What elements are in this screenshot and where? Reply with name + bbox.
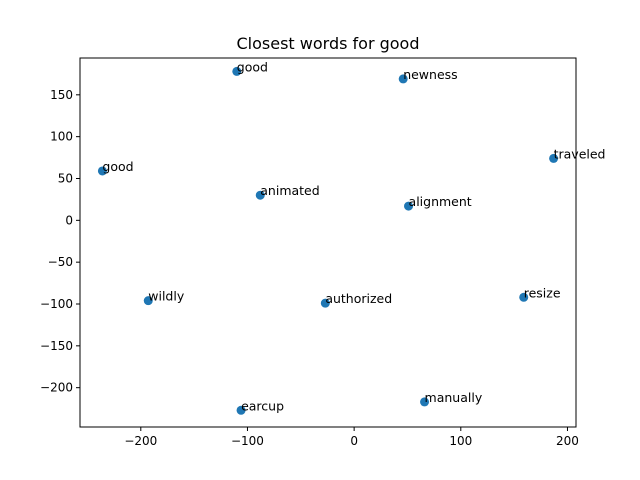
y-tick-label: −200	[40, 381, 73, 395]
scatter-point	[320, 298, 330, 308]
point-label: alignment	[409, 194, 472, 209]
scatter-point	[255, 190, 265, 200]
scatter-point	[236, 405, 246, 415]
scatter-point	[404, 201, 414, 211]
ticks-layer: −200 −100 0 100 200 −200 −150 −100 −50 0 50 100 150	[40, 88, 579, 448]
chart-title: Closest words for good	[236, 34, 419, 53]
y-tick-label: −150	[40, 339, 73, 353]
scatter-point	[232, 66, 242, 76]
y-tick-label: −100	[40, 297, 73, 311]
point-label: good	[102, 159, 133, 174]
x-tick-label: 100	[449, 434, 472, 448]
point-label: animated	[260, 183, 319, 198]
scatter-point	[97, 166, 107, 176]
y-tick-label: 50	[58, 171, 73, 185]
y-tick-label: 150	[50, 88, 73, 102]
y-tick-label: 0	[65, 213, 73, 227]
scatter-point	[398, 74, 408, 84]
scatter-point	[420, 397, 430, 407]
x-tick-label: 200	[556, 434, 579, 448]
scatter-point	[549, 153, 559, 163]
point-label: manually	[425, 390, 483, 405]
point-label: resize	[524, 285, 561, 300]
axes-frame	[79, 57, 577, 428]
point-label: newness	[403, 67, 457, 82]
x-tick-label: 0	[350, 434, 358, 448]
point-label: good	[237, 59, 268, 74]
scatter-point	[519, 292, 529, 302]
point-label: wildly	[148, 289, 185, 304]
y-tick-label: 100	[50, 130, 73, 144]
x-tick-label: −200	[124, 434, 157, 448]
y-tick-label: −50	[48, 255, 73, 269]
scatter-point	[143, 296, 153, 306]
point-label: earcup	[241, 398, 284, 413]
points-layer: good newness traveled good animated alignment…	[97, 59, 606, 415]
point-label: authorized	[325, 291, 392, 306]
point-label: traveled	[554, 146, 606, 161]
x-tick-label: −100	[231, 434, 264, 448]
